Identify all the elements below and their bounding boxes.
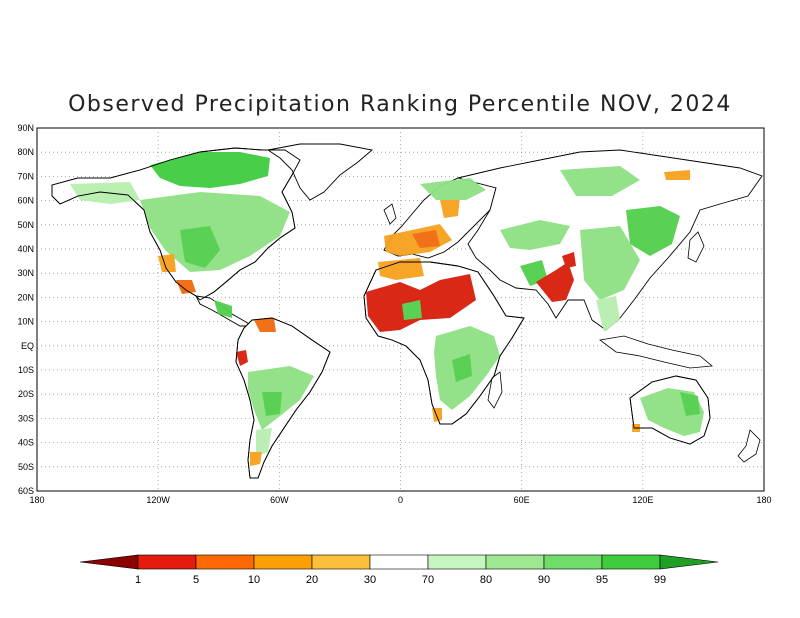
new-zealand: [737, 429, 761, 463]
colorbar-label: 20: [306, 574, 318, 586]
lat-label: 80N: [17, 147, 34, 157]
precipitation-shading: [70, 152, 704, 466]
colorbar-label: 95: [596, 574, 608, 586]
colorbar-segment: [485, 554, 545, 570]
lat-label: 30S: [18, 413, 34, 423]
colorbar-segment: [253, 554, 313, 570]
colorbar-label: 10: [248, 574, 260, 586]
lat-label: 40N: [17, 244, 34, 254]
lat-label: EQ: [21, 341, 34, 351]
colorbar-segment: [543, 554, 603, 570]
colorbar-label: 99: [654, 574, 666, 586]
colorbar-segment: [311, 554, 371, 570]
latitude-labels: 90N 80N 70N 60N 50N 40N 30N 20N 10N EQ 10S 20S 30S 40…: [17, 123, 34, 496]
lat-label: 20N: [17, 292, 34, 302]
colorbar-segment: [601, 554, 661, 570]
colorbar-high-triangle: [659, 554, 719, 570]
southeast-asia-islands: [599, 335, 713, 369]
colorbar-label: 70: [422, 574, 434, 586]
japan: [687, 231, 705, 263]
lat-label: 50S: [18, 462, 34, 472]
lat-label: 60S: [18, 486, 34, 496]
map-title: Observed Precipitation Ranking Percentil…: [68, 92, 732, 117]
colorbar-label: 80: [480, 574, 492, 586]
colorbar-segment: [195, 554, 255, 570]
longitude-labels: 180 120W 60W 0 60E 120E 180: [29, 495, 771, 505]
lat-label: 20S: [18, 389, 34, 399]
coastline-outline: [51, 147, 711, 479]
lon-label: 180: [29, 495, 44, 505]
lon-label: 60E: [514, 495, 530, 505]
lat-label: 90N: [17, 123, 34, 133]
colorbar-segment: [369, 554, 429, 570]
lat-label: 70N: [17, 171, 34, 181]
colorbar-segment: [137, 554, 197, 570]
lat-label: 60N: [17, 196, 34, 206]
colorbar-low-triangle: [79, 554, 139, 570]
british-isles: [383, 203, 397, 225]
lon-label: 120W: [146, 495, 170, 505]
colorbar-label: 1: [135, 574, 141, 586]
colorbar: 1 5 10 20 30 70 80 90 95 99: [79, 554, 719, 586]
colorbar-label: 90: [538, 574, 550, 586]
lat-label: 30N: [17, 268, 34, 278]
colorbar-label: 5: [193, 574, 199, 586]
colorbar-segment: [427, 554, 487, 570]
greenland: [266, 143, 374, 201]
colorbar-label: 30: [364, 574, 376, 586]
lon-label: 0: [398, 495, 403, 505]
lon-label: 180: [756, 495, 771, 505]
lat-label: 50N: [17, 220, 34, 230]
lon-label: 60W: [270, 495, 289, 505]
lon-label: 120E: [632, 495, 653, 505]
lat-label: 40S: [18, 438, 34, 448]
lat-label: 10N: [17, 317, 34, 327]
lat-label: 10S: [18, 365, 34, 375]
madagascar: [487, 371, 503, 409]
